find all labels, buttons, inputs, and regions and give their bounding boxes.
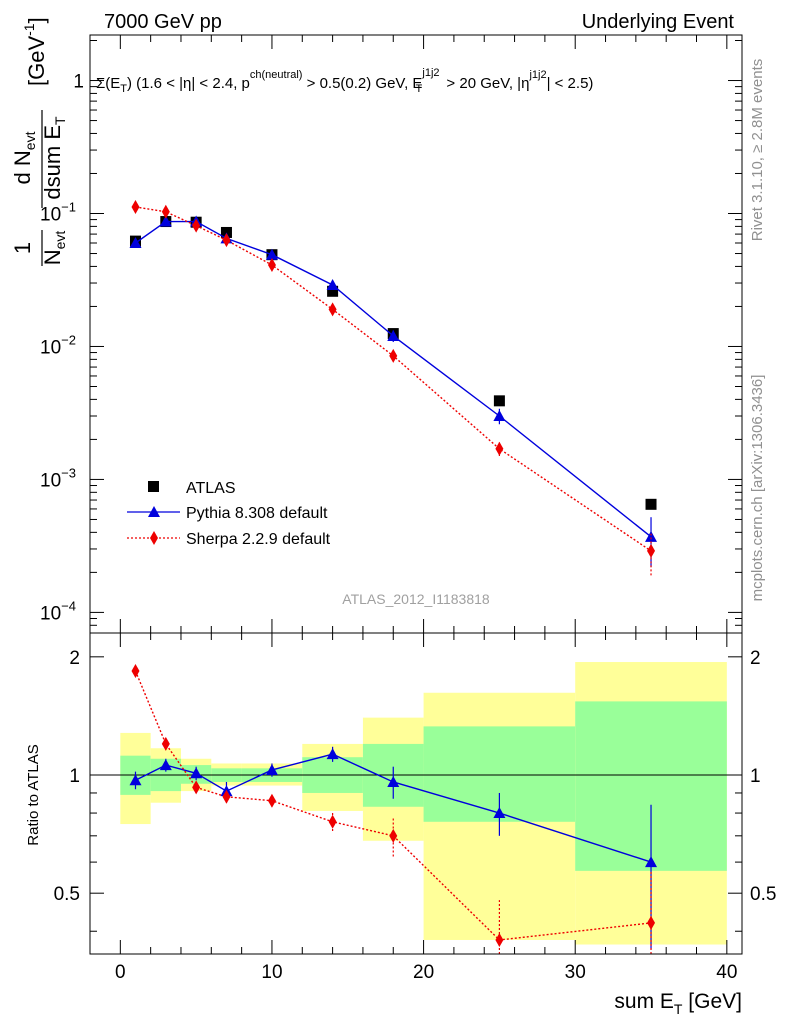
title-sup-ch: ch(neutral) (250, 69, 303, 81)
ylabel-dn: d Nevt (10, 131, 38, 184)
x-tick-label: 10 (261, 962, 282, 983)
ratio-y-tick-label-right: 1 (750, 766, 761, 787)
ratio-sherpa-point (647, 915, 656, 930)
ratio-pythia-point (493, 807, 506, 819)
ratio-y-axis-label: Ratio to ATLAS (25, 744, 42, 845)
ratio-pythia-point (645, 856, 658, 868)
main-y-tick-label: 10−2 (40, 332, 76, 358)
title-sub-t2: T (416, 83, 423, 95)
xlabel-unit: [GeV] (682, 990, 742, 1013)
atlas-point (327, 285, 339, 297)
pythia-point (159, 215, 172, 227)
title-lead: Σ(E (96, 75, 120, 92)
legend-marker-sherpa (150, 531, 158, 545)
title-sup-j: j1j2 (421, 67, 439, 79)
legend-label-pythia: Pythia 8.308 default (186, 505, 328, 522)
ratio-sherpa-point (131, 664, 140, 679)
ratio-frame (89, 632, 743, 955)
plot-title: Σ(ET) (1.6 < |η| < 2.4, pch(neutral) > 0… (96, 67, 593, 95)
title-mid2: > 0.5(0.2) GeV, E (302, 75, 422, 92)
legend: ATLAS Pythia 8.308 default Sherpa 2.2.9 … (127, 480, 331, 548)
ratio-y-tick-label-right: 0.5 (750, 884, 776, 905)
pythia-point (493, 409, 506, 421)
title-mid1: ) (1.6 < |η| < 2.4, p (127, 75, 250, 92)
ratio-panel: 0.5 0.51 12 20 10 20 30 40 (54, 632, 776, 983)
rivet-label: Rivet 3.1.10, ≥ 2.8M events (749, 59, 766, 242)
legend-label-atlas: ATLAS (186, 480, 236, 497)
series-line-2 (135, 206, 652, 552)
title-sub-t1: T (120, 83, 127, 95)
header-right: Underlying Event (582, 11, 735, 33)
ratio-pythia-point (190, 767, 203, 779)
sherpa-point (192, 218, 201, 233)
xlabel-base: sum E (614, 990, 674, 1013)
title-mid3: > 20 GeV, |η (442, 75, 529, 92)
main-y-tick-label: 1 (73, 72, 84, 93)
sherpa-point (389, 348, 398, 363)
legend-marker-pythia (148, 506, 160, 517)
main-y-tick-label: 10−4 (40, 598, 76, 624)
x-tick-label: 40 (716, 962, 737, 983)
ratio-pythia-point (265, 763, 278, 775)
sherpa-point (328, 302, 337, 317)
ratio-pythia-point (129, 774, 142, 786)
ratio-sherpa-point (222, 789, 231, 804)
ratio-sherpa-point (495, 932, 504, 947)
sherpa-point (222, 233, 231, 248)
sherpa-point (161, 204, 170, 219)
sherpa-point (647, 543, 656, 558)
mcplots-label: mcplots.cern.ch [arXiv:1306.3436] (749, 375, 766, 602)
main-x-ticks (119, 35, 728, 633)
ratio-series-layer (129, 664, 658, 954)
ratio-y-tick-label-right: 2 (750, 648, 761, 669)
ratio-bands-layer (120, 662, 727, 945)
sherpa-point (267, 257, 276, 272)
ylabel-unit: [GeV-1] (21, 17, 49, 86)
ratio-ticks: 0.5 0.51 12 20 10 20 30 40 (54, 633, 776, 983)
ylabel-one: 1 (10, 242, 35, 254)
analysis-watermark: ATLAS_2012_I1183818 (342, 591, 490, 607)
ratio-sherpa-point (328, 814, 337, 829)
x-tick-label: 0 (115, 962, 126, 983)
header-left: 7000 GeV pp (104, 11, 222, 33)
pythia-point (326, 278, 339, 290)
ylabel-dsum: dsum ET (40, 116, 68, 200)
pythia-point (645, 530, 658, 542)
xlabel-sub: T (674, 1001, 683, 1017)
ratio-pythia-point (326, 748, 339, 760)
sherpa-point (131, 199, 140, 214)
ratio-pythia-point (387, 775, 400, 787)
ratio-y-tick-label: 2 (69, 648, 80, 669)
ratio-pythia-point (159, 759, 172, 771)
ylabel-nevt: Nevt (40, 231, 68, 266)
ratio-sherpa-point (161, 736, 170, 751)
main-y-axis-label: 1 Nevt d Nevt dsum ET [GeV-1] (10, 17, 68, 266)
ratio-sherpa-point (192, 780, 201, 795)
atlas-point (645, 498, 657, 510)
main-y-tick-label: 10−3 (40, 465, 76, 491)
ratio-sherpa-point (267, 793, 276, 808)
x-tick-label: 20 (413, 962, 434, 983)
ratio-sherpa-point (389, 828, 398, 843)
ratio-y-tick-label: 0.5 (54, 884, 80, 905)
main-y-tick-label: 10−1 (40, 199, 76, 225)
main-y-ticks: 1 10−1 10−2 10−3 10−4 (40, 40, 742, 634)
x-tick-label: 30 (565, 962, 586, 983)
legend-label-sherpa: Sherpa 2.2.9 default (186, 531, 331, 548)
title-tail: | < 2.5) (547, 75, 594, 92)
main-panel: 110−110−210−310−4 Σ(ET) (1.6 < |η| < 2.4… (40, 34, 743, 634)
svg-text:1: 1 (10, 242, 35, 254)
legend-marker-atlas (148, 481, 159, 492)
main-series-layer (129, 199, 658, 576)
atlas-point (493, 395, 505, 407)
title-sup-j2: j1j2 (528, 69, 546, 81)
pythia-point (265, 248, 278, 260)
pythia-point (387, 329, 400, 341)
x-axis-label: sum ET [GeV] (614, 990, 742, 1017)
pythia-point (129, 236, 142, 248)
ratio-y-tick-label: 1 (69, 766, 80, 787)
sherpa-point (495, 441, 504, 456)
